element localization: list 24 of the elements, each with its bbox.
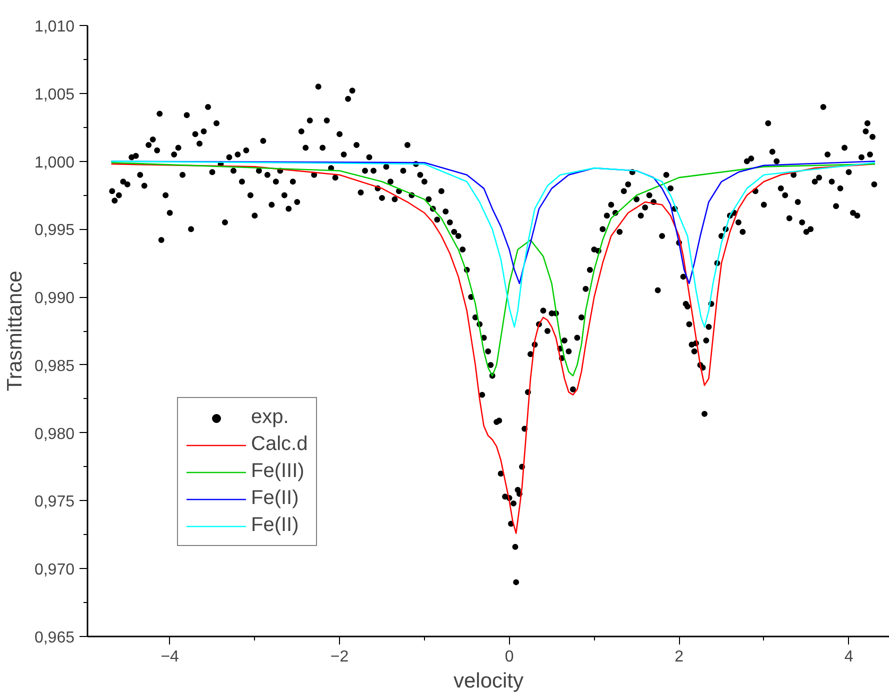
x-tick-label: −2: [330, 648, 349, 666]
y-tick-label: 1,000: [34, 154, 75, 172]
y-tick-label: 0,980: [34, 426, 75, 443]
legend-label: Calc.d: [251, 433, 308, 456]
y-tick-label: 0,985: [34, 358, 75, 375]
y-tick-label: 0,970: [34, 562, 75, 579]
y-tick-label: 0,965: [34, 630, 75, 646]
x-tick-label: 0: [504, 648, 514, 666]
y-tick-label: 0,975: [34, 494, 75, 511]
legend-label: Fe(III): [251, 460, 304, 483]
line-series: [110, 163, 876, 534]
legend-label: Fe(II): [251, 514, 299, 537]
legend-label: Fe(II): [251, 487, 299, 510]
x-tick-label: −4: [160, 648, 180, 666]
y-tick-label: 0,990: [34, 290, 75, 308]
line-series: [110, 160, 876, 328]
legend-label: exp.: [251, 406, 289, 429]
x-tick-label: 2: [674, 648, 684, 666]
y-tick-label: 1,005: [34, 86, 75, 104]
y-axis-title: Trasmittance: [3, 270, 26, 392]
x-tick-label: 4: [844, 648, 854, 666]
y-tick-label: 1,010: [34, 18, 75, 36]
x-axis-title: velocity: [453, 670, 524, 692]
y-tick-label: 0,995: [34, 222, 75, 240]
